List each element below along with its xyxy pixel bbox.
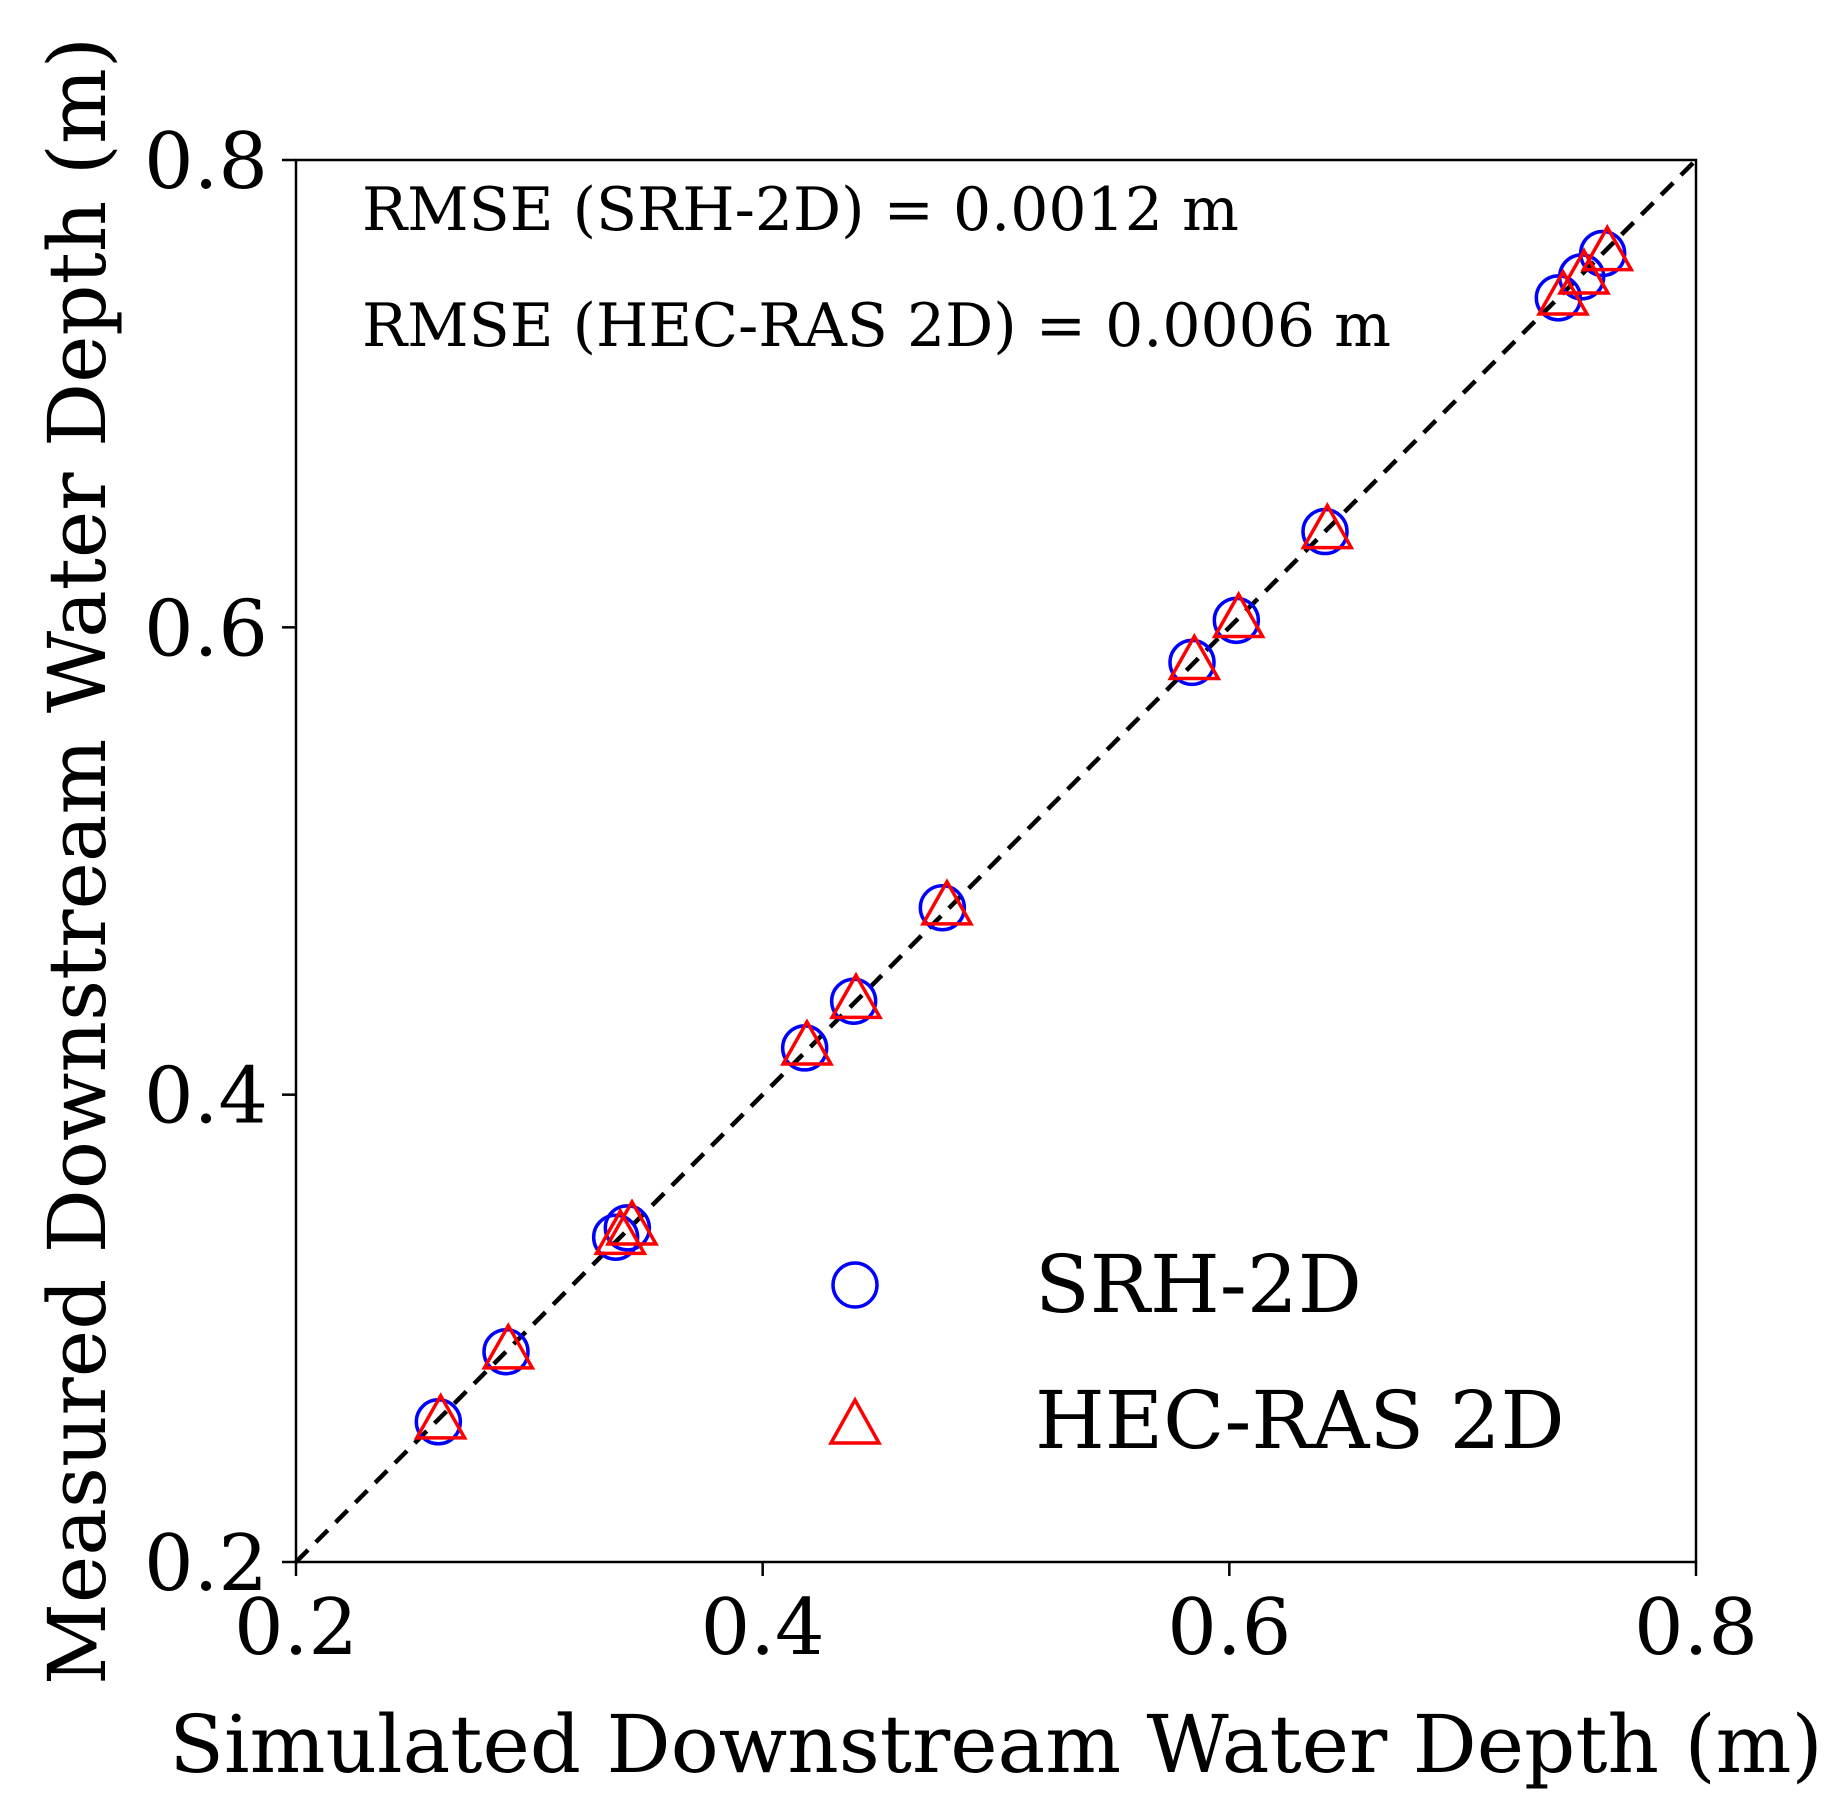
x-axis-label: Simulated Downstream Water Depth (m) bbox=[169, 1698, 1822, 1791]
srh-2d-point bbox=[591, 1213, 640, 1261]
hec-ras-2d-point bbox=[593, 1207, 648, 1256]
y-tick-label: 0.8 bbox=[144, 117, 268, 207]
hec-ras-2d-point bbox=[1300, 501, 1355, 550]
hec-ras-2d-point bbox=[481, 1322, 536, 1370]
y-tick-label: 0.6 bbox=[144, 584, 268, 674]
reference-line-1to1 bbox=[294, 158, 1698, 1564]
hec-ras-2d-point bbox=[829, 971, 883, 1020]
hec-ras-2d-point bbox=[1557, 247, 1611, 295]
hec-ras-2d-point bbox=[1211, 590, 1266, 639]
legend-srh-label: SRH-2D bbox=[1035, 1238, 1362, 1331]
hec-ras-2d-point bbox=[780, 1018, 834, 1066]
x-tick-label: 0.4 bbox=[701, 1583, 825, 1673]
x-tick-label: 0.2 bbox=[234, 1583, 358, 1673]
y-axis-label: Measured Downstream Water Depth (m) bbox=[31, 37, 124, 1685]
legend-hec-marker bbox=[828, 1396, 882, 1445]
rmse-hec-annotation: RMSE (HEC-RAS 2D) = 0.0006 m bbox=[362, 291, 1391, 361]
legend: SRH-2D HEC-RAS 2D bbox=[828, 1238, 1565, 1467]
hec-ras-2d-point bbox=[1167, 632, 1222, 681]
srh-2d-point bbox=[918, 883, 967, 932]
y-tick-label: 0.4 bbox=[144, 1052, 268, 1142]
legend-hec-label: HEC-RAS 2D bbox=[1035, 1374, 1565, 1467]
hec-ras-2d-point bbox=[413, 1392, 468, 1440]
hec-ras-2d-point bbox=[920, 878, 974, 926]
srh-2d-point bbox=[603, 1204, 652, 1252]
rmse-srh-annotation: RMSE (SRH-2D) = 0.0012 m bbox=[362, 175, 1239, 245]
hec-ras-2d-point bbox=[1580, 223, 1635, 272]
x-tick-label: 0.8 bbox=[1634, 1583, 1758, 1673]
hec-ras-2d-point bbox=[605, 1198, 659, 1246]
plot-frame bbox=[294, 158, 1698, 1564]
x-tick-label: 0.6 bbox=[1167, 1583, 1291, 1673]
legend-srh-marker bbox=[831, 1261, 879, 1309]
y-tick-label: 0.2 bbox=[144, 1519, 268, 1609]
